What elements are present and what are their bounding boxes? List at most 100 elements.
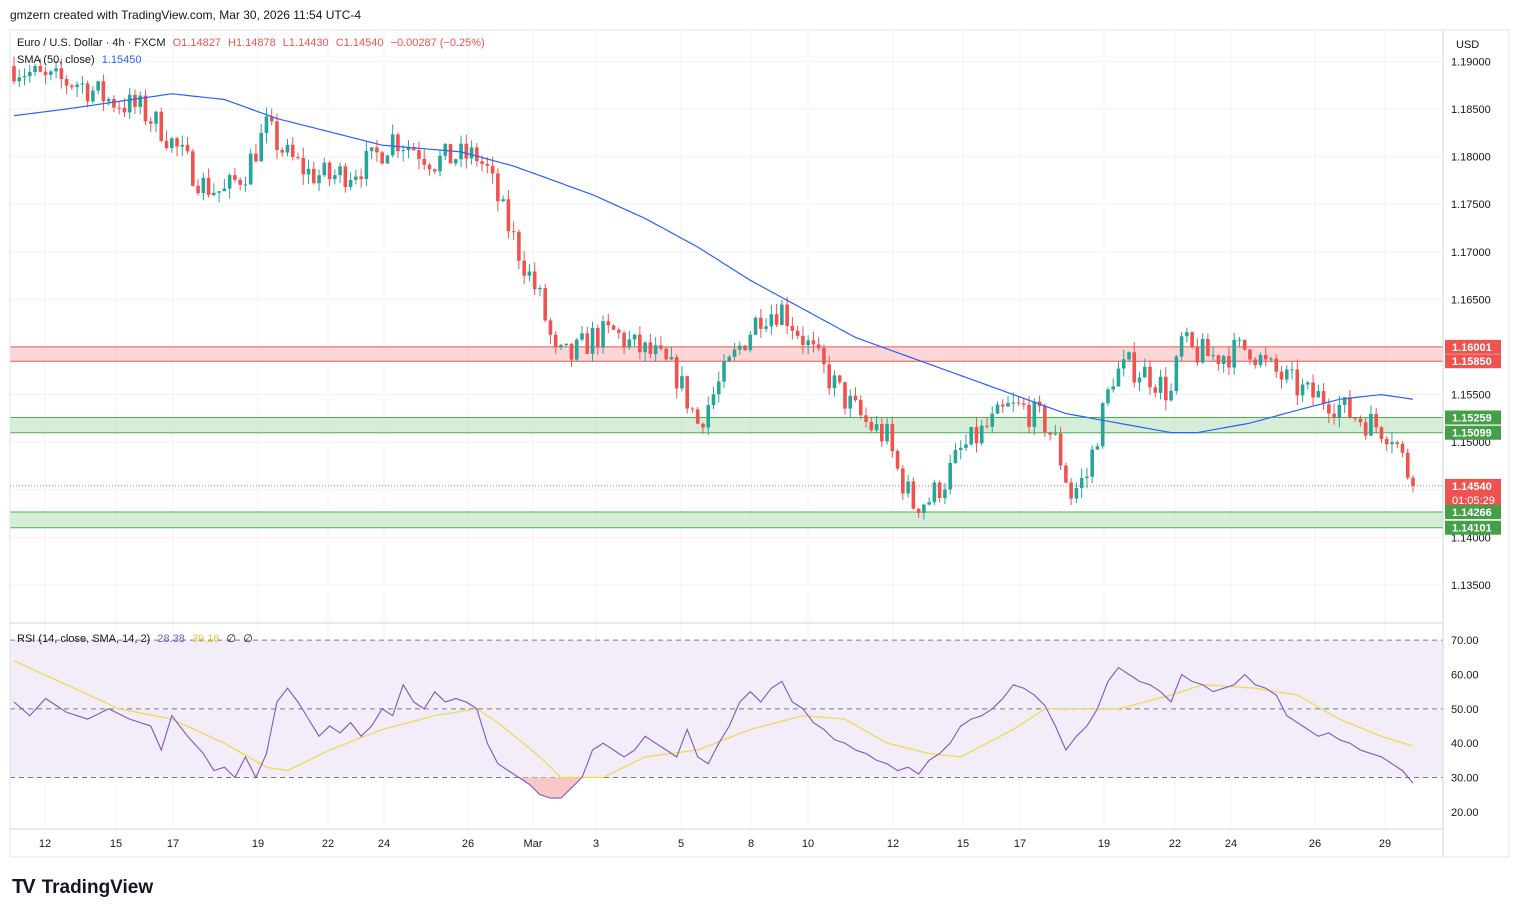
candle-body (1058, 433, 1063, 466)
candle-body (264, 116, 269, 134)
candle-body (990, 413, 995, 427)
candle-body (601, 321, 605, 348)
candle-body (490, 165, 495, 174)
low-value: L1.14430 (283, 37, 329, 49)
candle-body (1263, 354, 1268, 360)
candle-body (469, 147, 474, 159)
candle-body (1269, 358, 1273, 360)
candle-body (937, 482, 942, 499)
candle-body (548, 320, 553, 335)
candle-body (1227, 356, 1231, 368)
sma-label: SMA (50, close) (17, 54, 95, 66)
candle-body (43, 71, 48, 75)
rsi-tick-label: 40.00 (1451, 738, 1479, 750)
candle-body (1174, 356, 1179, 391)
rsi-axis: 70.00 60.00 50.00 40.00 30.00 20.00 (1451, 635, 1479, 819)
candle-body (538, 287, 542, 290)
candle-body (311, 168, 316, 184)
candle-body (1384, 438, 1389, 445)
candle-body (85, 83, 90, 102)
candle-body (1027, 404, 1031, 427)
level-label-green2-top: 1.14266 (1452, 507, 1492, 519)
price-tick-label: 1.17500 (1451, 199, 1491, 211)
candle-body (1327, 404, 1331, 414)
candle-body (1232, 339, 1236, 368)
candle-body (1011, 402, 1016, 404)
candle-body (995, 404, 1000, 414)
high-value: H1.14878 (228, 37, 276, 49)
candle-body (901, 468, 905, 494)
candle-body (522, 260, 526, 276)
candle-body (811, 340, 816, 345)
candle-body (438, 155, 442, 172)
level-label-red-top: 1.16001 (1452, 342, 1492, 354)
candle-body (669, 357, 674, 360)
candle-body (506, 199, 511, 232)
level-label-red-bottom: 1.15850 (1452, 356, 1492, 368)
candle-body (664, 348, 668, 360)
candle-body (1311, 382, 1315, 398)
candle-body (443, 143, 448, 156)
candle-body (54, 68, 58, 72)
svg-text:Euro / U.S. Dollar · 4h · FXCM: Euro / U.S. Dollar · 4h · FXCM O1.14827 … (17, 37, 485, 49)
candle-body (948, 462, 952, 490)
candle-body (1195, 346, 1200, 363)
candle-body (101, 81, 106, 102)
candle-body (406, 147, 411, 151)
candle-body (1411, 477, 1415, 486)
candle-body (1142, 366, 1147, 378)
zones (10, 346, 1443, 529)
candle-body (1127, 352, 1131, 360)
candle-body (1043, 406, 1047, 433)
sma-value: 1.15450 (102, 54, 142, 66)
candle-body (1158, 376, 1163, 393)
candle-body (1353, 417, 1357, 419)
candle-body (785, 304, 789, 326)
candle-body (148, 121, 153, 124)
candle-body (595, 327, 600, 348)
candle-body (553, 334, 558, 347)
candle-body (1342, 397, 1347, 406)
candle-body (874, 424, 879, 431)
candle-body (475, 147, 479, 162)
time-tick-label: 12 (39, 838, 51, 850)
candle-body (1211, 355, 1215, 357)
candle-body (75, 84, 79, 88)
level-label-green1-bottom: 1.15099 (1452, 428, 1492, 440)
candle-body (201, 177, 206, 194)
candle-body (453, 159, 458, 164)
candle-body (185, 144, 190, 152)
tradingview-logo-icon: TV (12, 876, 36, 898)
candle-body (359, 176, 363, 180)
candle-body (280, 149, 285, 153)
candle-body (632, 334, 637, 340)
candle-body (301, 157, 306, 175)
level-label-red-bottom-bg (1445, 354, 1501, 369)
currency-label[interactable]: USD (1456, 39, 1479, 51)
candle-body (27, 72, 32, 77)
tradingview-logo[interactable]: TV TradingView (12, 876, 153, 899)
candle-body (227, 175, 232, 189)
rsi-tick-label: 30.00 (1451, 773, 1479, 785)
chart-header: gmzern created with TradingView.com, Mar… (10, 8, 362, 22)
candle-body (1332, 413, 1336, 418)
candle-body (638, 334, 642, 353)
candle-body (543, 287, 547, 321)
candle-body (648, 342, 653, 355)
candle-body (674, 357, 679, 389)
candle-body (1321, 391, 1326, 405)
candle-body (858, 400, 863, 416)
candle-body (932, 482, 937, 503)
level-label-green2-top-bg (1445, 505, 1501, 520)
candle-body (290, 144, 295, 157)
candle-body (969, 427, 974, 445)
level-label-green1-top-bg (1445, 410, 1501, 425)
candle-body (348, 179, 353, 187)
candle-body (496, 173, 500, 202)
candle-body (1221, 356, 1226, 365)
candle-body (296, 156, 300, 158)
candle-body (117, 107, 121, 109)
rsi-extra-2: ∅ (243, 633, 253, 645)
candle-body (743, 345, 747, 351)
